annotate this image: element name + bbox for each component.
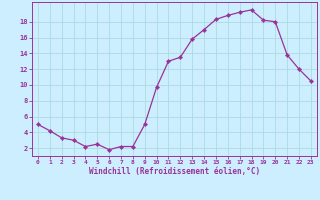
X-axis label: Windchill (Refroidissement éolien,°C): Windchill (Refroidissement éolien,°C)	[89, 167, 260, 176]
